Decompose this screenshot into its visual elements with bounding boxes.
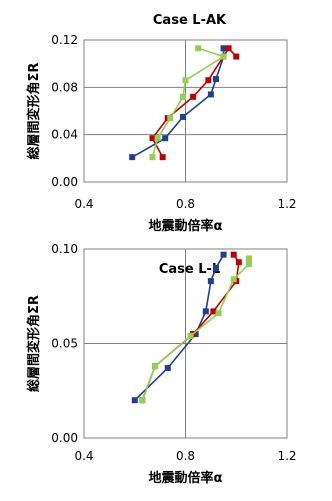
data-point: [139, 397, 146, 404]
data-point: [207, 278, 214, 285]
data-point: [190, 93, 197, 100]
chart-1: Case L-AK 0.00 0.04 0.08 0.12 0.4 0.8 1.2 地震動倍率α…: [26, 13, 297, 234]
x-tick-label: 1.2: [277, 197, 296, 211]
data-point: [152, 363, 159, 370]
data-point: [220, 53, 227, 60]
series-3: [139, 255, 252, 404]
chart-title: Case L-AK: [153, 13, 227, 28]
y-axis-label: 総層間変形角ΣR: [26, 295, 42, 392]
x-tick-label: 1.2: [277, 449, 296, 463]
data-point: [131, 397, 138, 404]
y-tick-label: 0.10: [51, 242, 78, 256]
data-point: [207, 91, 214, 98]
data-point: [167, 115, 174, 122]
data-point: [154, 135, 161, 142]
y-tick-label: 0.00: [51, 175, 78, 189]
series-2: [149, 45, 240, 161]
data-point: [149, 135, 156, 142]
data-point: [235, 259, 242, 266]
data-point: [225, 45, 232, 52]
data-point: [210, 308, 217, 315]
data-point: [230, 251, 237, 258]
data-point: [195, 45, 202, 52]
plot-frame: [83, 39, 288, 183]
data-point: [149, 154, 156, 161]
data-point: [202, 308, 209, 315]
data-point: [179, 113, 186, 120]
y-tick-label: 0.08: [51, 80, 78, 94]
y-tick-label: 0.05: [51, 337, 78, 351]
data-point: [215, 310, 222, 317]
chart-title: Case L-L: [159, 262, 220, 277]
x-tick-label: 0.8: [176, 449, 195, 463]
x-tick-label: 0.8: [176, 197, 195, 211]
data-point: [230, 276, 237, 283]
y-tick-label: 0.12: [51, 33, 78, 47]
y-tick-label: 0.00: [51, 431, 78, 445]
data-point: [245, 261, 252, 268]
data-point: [245, 255, 252, 262]
x-tick-label: 0.4: [74, 449, 93, 463]
data-point: [162, 135, 169, 142]
data-point: [159, 154, 166, 161]
data-point: [164, 365, 171, 372]
data-point: [220, 45, 227, 52]
data-point: [129, 154, 136, 161]
data-point: [212, 76, 219, 83]
data-point: [179, 93, 186, 100]
plot-frame: [83, 248, 288, 439]
data-point: [212, 264, 219, 271]
x-tick-label: 0.4: [74, 197, 93, 211]
series-3: [149, 45, 227, 161]
chart-2: Case L-L 0.00 0.05 0.10 0.4 0.8 1.2 地震動倍率α 総層間変形…: [26, 242, 297, 486]
y-axis-label: 総層間変形角ΣR: [26, 63, 42, 160]
data-point: [187, 332, 194, 339]
series-1: [129, 45, 227, 161]
data-point: [205, 77, 212, 84]
x-axis-label: 地震動倍率α: [149, 218, 223, 234]
data-point: [233, 53, 240, 60]
y-tick-label: 0.04: [51, 128, 78, 142]
x-axis-label: 地震動倍率α: [149, 470, 223, 486]
data-point: [182, 77, 189, 84]
data-point: [220, 251, 227, 258]
